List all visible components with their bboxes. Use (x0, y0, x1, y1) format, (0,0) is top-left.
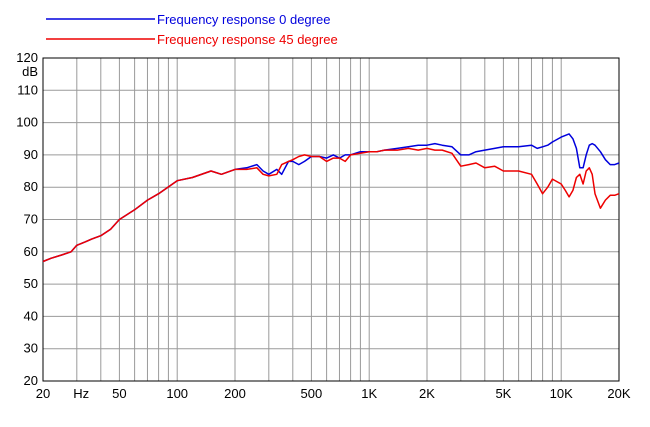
plot-frame (42, 57, 620, 382)
y-unit-label: dB (22, 64, 38, 79)
series-line-0deg (42, 133, 620, 263)
y-tick-label: 90 (24, 147, 38, 162)
y-tick-label: 70 (24, 212, 38, 227)
x-tick-label: 1K (361, 386, 377, 401)
legend-item-0deg: Frequency response 0 degree (46, 12, 330, 27)
y-tick-label: 110 (17, 82, 38, 97)
x-unit-label: Hz (73, 386, 89, 401)
x-tick-label: 100 (166, 386, 188, 401)
y-tick-label: 30 (24, 341, 38, 356)
x-tick-label: 500 (301, 386, 323, 401)
grid-layer (43, 57, 619, 382)
legend-label-45deg: Frequency response 45 degree (157, 32, 338, 47)
x-tick-label: 200 (224, 386, 246, 401)
plot-border (42, 57, 620, 382)
y-tick-label: 80 (24, 179, 38, 194)
y-tick-label: 50 (24, 276, 38, 291)
y-tick-label: 20 (24, 373, 38, 388)
x-tick-label: 2K (419, 386, 435, 401)
y-tick-label: 60 (24, 244, 38, 259)
legend-label-0deg: Frequency response 0 degree (157, 12, 330, 27)
x-tick-label: 20 (36, 386, 50, 401)
x-tick-label: 20K (607, 386, 630, 401)
x-tick-label: 50 (112, 386, 126, 401)
y-tick-label: 40 (24, 308, 38, 323)
y-tick-label: 120 (16, 50, 38, 65)
series-layer (42, 133, 620, 263)
legend: Frequency response 0 degree Frequency re… (46, 12, 338, 47)
x-tick-label: 5K (495, 386, 511, 401)
series-line-45deg (42, 147, 620, 263)
x-tick-label: 10K (550, 386, 573, 401)
y-tick-label: 100 (16, 115, 38, 130)
legend-item-45deg: Frequency response 45 degree (46, 32, 338, 47)
